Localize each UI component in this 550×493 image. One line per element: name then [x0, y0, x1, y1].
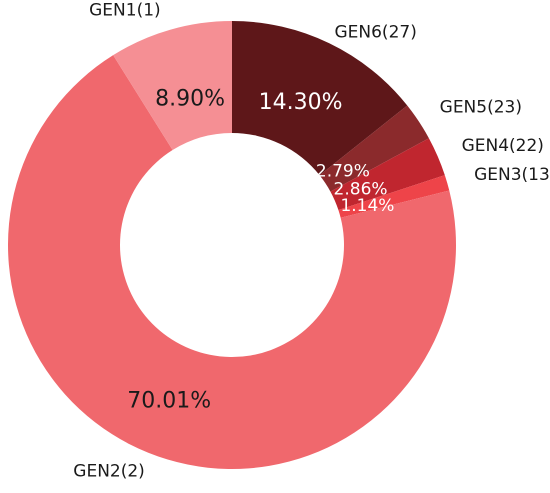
percent-label: 14.30%: [259, 90, 343, 115]
slice-gen2-2: [8, 55, 457, 470]
category-label: GEN6(27): [334, 22, 416, 42]
category-label: GEN2(2): [73, 461, 145, 481]
percent-label: 2.86%: [334, 180, 388, 200]
donut-slices: [8, 21, 457, 470]
category-labels: GEN6(27) GEN5(23) GEN4(22) GEN3(13) GEN2(2) G…: [73, 0, 550, 481]
category-label: GEN4(22): [462, 136, 544, 156]
category-label: GEN1(1): [89, 0, 161, 20]
slice-gen5-23: [319, 105, 429, 192]
slice-gen6-27: [232, 21, 408, 176]
percent-label: 8.90%: [155, 86, 225, 111]
percent-label: 70.01%: [127, 388, 211, 413]
slice-gen3-13: [338, 175, 450, 218]
percent-labels: 14.30% 2.79%2.86%1.14% 70.01% 8.90%: [127, 86, 394, 413]
category-label: GEN5(23): [440, 98, 522, 118]
slice-gen4-22: [330, 138, 445, 211]
percent-label: 2.79%: [316, 162, 370, 182]
category-label: GEN3(13): [474, 165, 550, 185]
percent-label: 1.14%: [340, 196, 394, 216]
slice-gen1-1: [113, 21, 232, 151]
